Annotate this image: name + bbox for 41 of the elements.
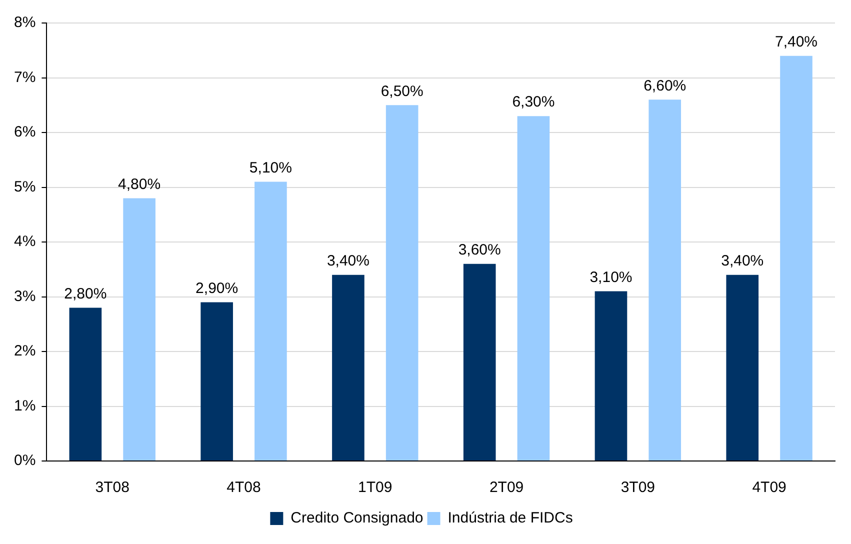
bar [386, 105, 418, 460]
data-label: 2,90% [196, 280, 238, 297]
y-tick-label: 1% [14, 397, 36, 414]
bar [648, 100, 682, 460]
y-tick-label: 6% [14, 124, 36, 141]
data-label: 7,40% [774, 33, 818, 50]
y-tick-label: 8% [14, 14, 36, 32]
data-label: 2,80% [64, 285, 107, 302]
y-tick-label: 7% [14, 68, 36, 86]
y-tick-label: 4% [14, 233, 36, 250]
bar [463, 264, 496, 460]
bar [123, 198, 156, 460]
data-label: 6,50% [380, 82, 424, 100]
data-label: 3,10% [590, 268, 632, 286]
x-tick-label: 3T09 [620, 479, 656, 496]
data-label: 6,60% [644, 77, 686, 94]
bar [726, 274, 759, 460]
data-label: 3,40% [721, 252, 764, 270]
bar [594, 291, 628, 460]
data-label: 3,40% [326, 252, 370, 270]
y-tick-label: 0% [14, 452, 36, 470]
data-label: 4,80% [118, 176, 161, 193]
bar [69, 308, 102, 460]
legend-label: Credito Consignado [290, 510, 424, 527]
y-tick-label: 5% [14, 178, 36, 196]
x-tick-label: 2T09 [489, 479, 524, 496]
bar [332, 274, 364, 460]
y-tick-label: 3% [14, 288, 36, 305]
x-tick-label: 4T09 [752, 479, 786, 496]
bar [254, 182, 287, 460]
data-label: 6,30% [512, 94, 555, 111]
data-label: 3,60% [458, 242, 501, 259]
x-tick-label: 1T09 [358, 479, 392, 496]
x-tick-label: 3T08 [95, 479, 130, 496]
bar [200, 302, 233, 460]
bar [517, 116, 550, 460]
legend-label: Indústria de FIDCs [448, 510, 573, 527]
bar [780, 56, 812, 460]
data-label: 5,10% [249, 159, 292, 176]
y-tick-label: 2% [14, 342, 36, 360]
x-tick-label: 4T08 [226, 479, 261, 496]
